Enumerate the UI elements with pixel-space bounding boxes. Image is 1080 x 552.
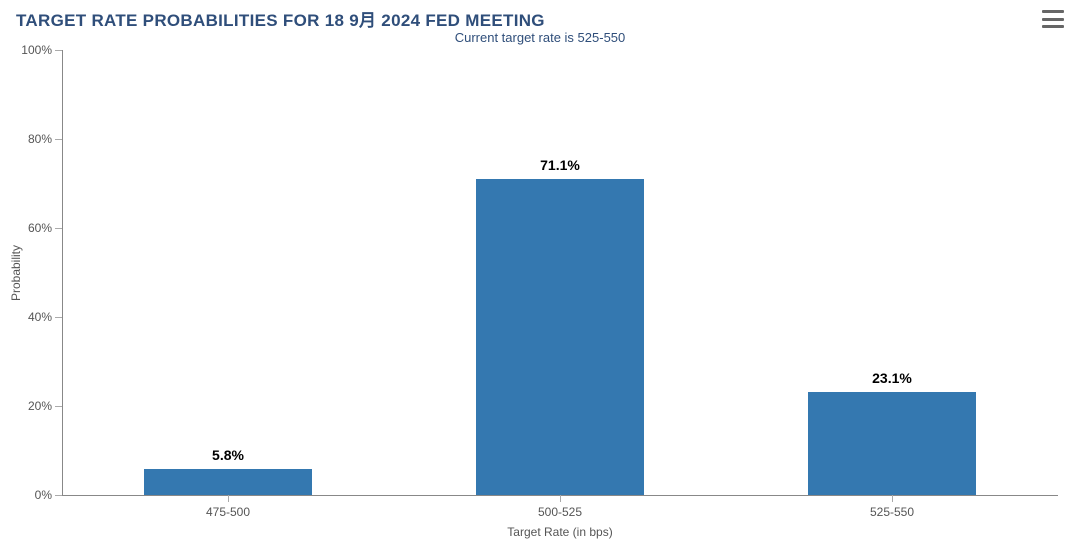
x-tick bbox=[228, 495, 229, 502]
y-tick-label: 20% bbox=[16, 399, 52, 413]
x-tick-label: 475-500 bbox=[206, 505, 250, 519]
bar[interactable] bbox=[144, 469, 312, 495]
y-tick bbox=[55, 139, 62, 140]
bar-value-label: 23.1% bbox=[872, 370, 912, 386]
x-axis-label: Target Rate (in bps) bbox=[507, 525, 612, 539]
chart-title: TARGET RATE PROBABILITIES FOR 18 9月 2024… bbox=[16, 6, 545, 31]
y-tick-label: 80% bbox=[16, 132, 52, 146]
y-tick bbox=[55, 50, 62, 51]
y-tick bbox=[55, 495, 62, 496]
hamburger-icon bbox=[1042, 25, 1064, 28]
plot-area: 0%20%40%60%80%100%Probability5.8%475-500… bbox=[62, 50, 1058, 495]
chart-menu-button[interactable] bbox=[1042, 10, 1064, 28]
bar[interactable] bbox=[808, 392, 976, 495]
bar[interactable] bbox=[476, 179, 644, 495]
y-tick bbox=[55, 317, 62, 318]
y-tick-label: 100% bbox=[16, 43, 52, 57]
x-tick-label: 525-550 bbox=[870, 505, 914, 519]
bar-value-label: 5.8% bbox=[212, 447, 244, 463]
y-tick-label: 60% bbox=[16, 221, 52, 235]
hamburger-icon bbox=[1042, 10, 1064, 13]
hamburger-icon bbox=[1042, 18, 1064, 21]
y-tick bbox=[55, 228, 62, 229]
chart-container: TARGET RATE PROBABILITIES FOR 18 9月 2024… bbox=[0, 0, 1080, 552]
x-tick bbox=[560, 495, 561, 502]
y-tick bbox=[55, 406, 62, 407]
y-tick-label: 0% bbox=[16, 488, 52, 502]
y-axis-label: Probability bbox=[9, 244, 23, 300]
chart-subtitle: Current target rate is 525-550 bbox=[0, 30, 1080, 45]
bar-value-label: 71.1% bbox=[540, 157, 580, 173]
x-tick-label: 500-525 bbox=[538, 505, 582, 519]
x-tick bbox=[892, 495, 893, 502]
y-tick-label: 40% bbox=[16, 310, 52, 324]
y-axis-line bbox=[62, 50, 63, 495]
